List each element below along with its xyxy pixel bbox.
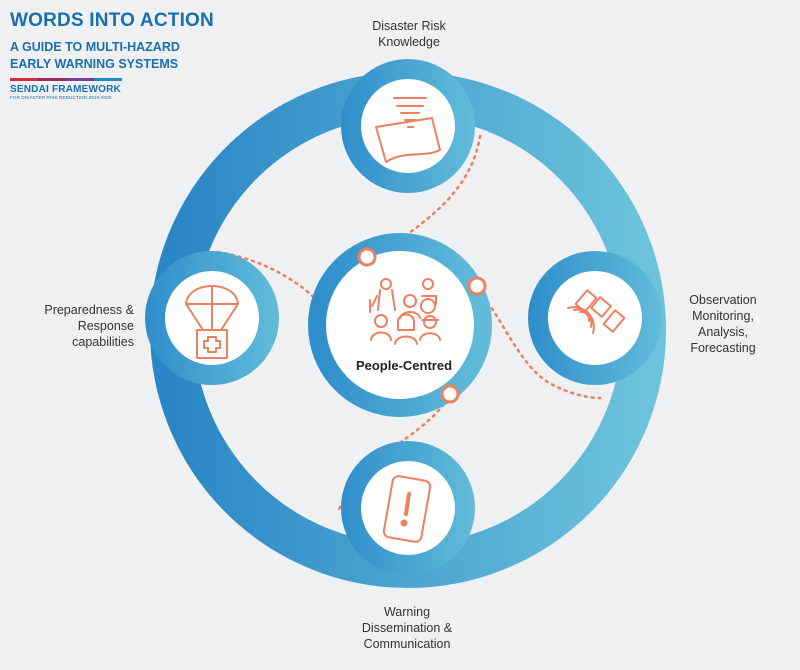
phone-alert-icon — [382, 475, 432, 543]
dotted-connector — [216, 134, 602, 514]
center-ring — [308, 233, 492, 417]
label-warning-dissemination: Warning Dissemination & Communication — [361, 605, 453, 651]
satellite-icon — [567, 289, 626, 334]
framework-tagline: FOR DISASTER RISK REDUCTION 2015-2030 — [10, 95, 112, 100]
parachute-aid-icon — [185, 285, 239, 359]
framework-name: SENDAI FRAMEWORK — [10, 84, 121, 95]
badge-right — [528, 251, 662, 385]
stripe-segment — [38, 78, 66, 81]
framework-color-stripe — [10, 78, 122, 81]
center-label: People-Centred — [356, 358, 452, 373]
badge-bottom — [341, 441, 475, 575]
label-preparedness-response: Preparedness & Response capabilities — [44, 303, 134, 349]
people-group-icon — [369, 278, 441, 345]
label-disaster-risk-knowledge: Disaster Risk Knowledge — [372, 19, 446, 49]
badge-left — [145, 251, 279, 385]
stripe-segment — [66, 78, 94, 81]
stripe-segment — [10, 78, 38, 81]
tornado-map-icon — [375, 97, 441, 163]
header-subtitle: A GUIDE TO MULTI-HAZARD EARLY WARNING SY… — [10, 40, 180, 71]
connector-node — [440, 384, 460, 404]
header: WORDS INTO ACTION A GUIDE TO MULTI-HAZAR… — [10, 10, 270, 100]
label-observation-monitoring: Observation Monitoring, Analysis, Foreca… — [689, 293, 757, 355]
connector-node — [357, 247, 377, 267]
connector-node — [467, 276, 487, 296]
badge-top — [341, 59, 475, 193]
stripe-segment — [94, 78, 122, 81]
header-title: WORDS INTO ACTION — [10, 10, 214, 31]
